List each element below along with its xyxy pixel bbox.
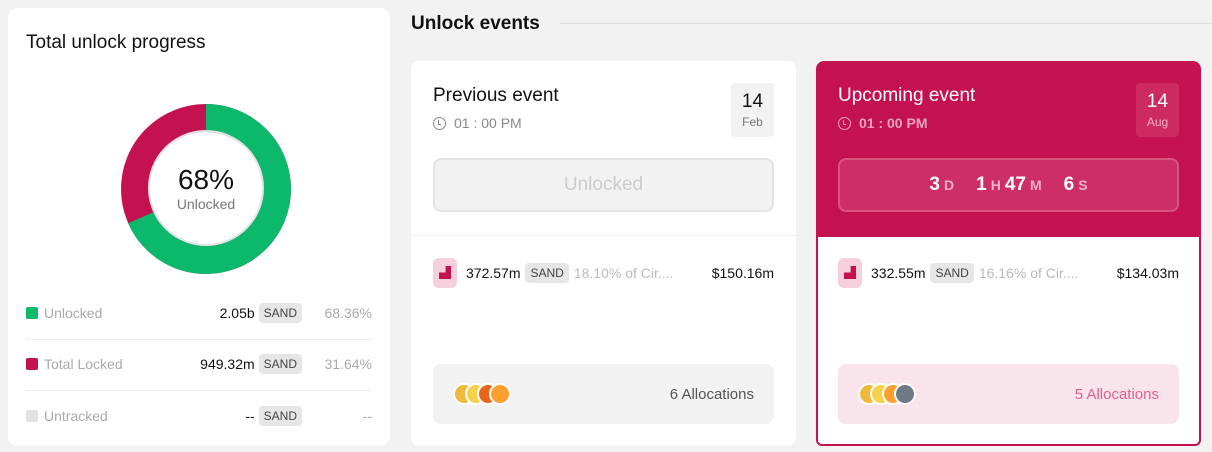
allocation-avatars bbox=[858, 383, 916, 405]
token-amount: 372.57m bbox=[466, 265, 521, 281]
token-badge: SAND bbox=[258, 303, 302, 323]
countdown-hours: 1 bbox=[976, 174, 987, 195]
divider bbox=[26, 390, 372, 391]
row-percent: 68.36% bbox=[324, 305, 372, 321]
allocation-avatar bbox=[489, 383, 511, 405]
token-badge: SAND bbox=[525, 263, 569, 283]
unlocked-arc bbox=[121, 104, 291, 274]
swatch-locked bbox=[26, 358, 38, 370]
legend-row-untracked: Untracked -- SAND -- bbox=[26, 391, 372, 441]
date-month: Feb bbox=[742, 115, 763, 129]
previous-event-header: Previous event 01 : 00 PM 14 Feb Unlocke… bbox=[411, 61, 796, 235]
divider bbox=[560, 23, 1212, 24]
section-title: Unlock events bbox=[411, 13, 540, 34]
sandbox-token-icon bbox=[838, 258, 862, 288]
swatch-untracked bbox=[26, 410, 38, 422]
event-date: 14 Aug bbox=[1136, 83, 1179, 137]
token-row: 332.55m SAND 16.16% of Cir.... $134.03m bbox=[838, 258, 1179, 288]
token-amount: 332.55m bbox=[871, 265, 926, 281]
circulating-percent: 16.16% of Cir.... bbox=[978, 265, 1079, 281]
unlocked-status-button[interactable]: Unlocked bbox=[433, 158, 774, 212]
allocation-avatar bbox=[894, 383, 916, 405]
upcoming-event-details: 332.55m SAND 16.16% of Cir.... $134.03m … bbox=[816, 237, 1201, 446]
row-label: Untracked bbox=[44, 408, 108, 424]
allocations-count: 6 Allocations bbox=[669, 385, 754, 403]
legend-row-locked: Total Locked 949.32m SAND 31.64% bbox=[26, 339, 372, 389]
sandbox-token-icon bbox=[433, 258, 457, 288]
row-percent: -- bbox=[362, 408, 372, 424]
clock-icon bbox=[838, 116, 851, 130]
countdown-seconds: 6 bbox=[1063, 174, 1075, 195]
date-day: 14 bbox=[1146, 91, 1169, 112]
token-badge: SAND bbox=[258, 354, 302, 374]
row-value: -- bbox=[245, 408, 255, 424]
date-day: 14 bbox=[741, 91, 764, 112]
donut-center: 68% Unlocked bbox=[148, 130, 264, 246]
event-time: 01 : 00 PM bbox=[454, 115, 522, 131]
event-title: Upcoming event bbox=[838, 85, 976, 106]
allocations-button[interactable]: 6 Allocations bbox=[433, 364, 774, 424]
allocations-button[interactable]: 5 Allocations bbox=[838, 364, 1179, 424]
unlock-progress-card: Total unlock progress 68% Unlocked Unloc… bbox=[8, 8, 390, 446]
row-label: Total Locked bbox=[44, 356, 123, 372]
circulating-percent: 18.10% of Cir.... bbox=[573, 265, 674, 281]
date-month: Aug bbox=[1146, 115, 1169, 129]
row-value: 2.05b bbox=[219, 305, 255, 321]
hours-unit: H bbox=[990, 177, 1001, 193]
token-badge: SAND bbox=[258, 406, 302, 426]
row-percent: 31.64% bbox=[324, 356, 372, 372]
row-label: Unlocked bbox=[44, 305, 103, 321]
countdown-days: 3 bbox=[929, 174, 940, 195]
usd-value: $150.16m bbox=[711, 265, 774, 281]
event-date: 14 Feb bbox=[731, 83, 774, 137]
allocation-avatars bbox=[453, 383, 511, 405]
card-title: Total unlock progress bbox=[26, 32, 206, 53]
minutes-unit: M bbox=[1029, 177, 1042, 193]
token-row: 372.57m SAND 18.10% of Cir.... $150.16m bbox=[433, 258, 774, 288]
divider bbox=[26, 339, 372, 340]
legend-row-unlocked: Unlocked 2.05b SAND 68.36% bbox=[26, 288, 372, 338]
previous-event-details: 372.57m SAND 18.10% of Cir.... $150.16m … bbox=[411, 236, 796, 446]
donut-chart bbox=[121, 104, 291, 274]
usd-value: $134.03m bbox=[1116, 265, 1179, 281]
swatch-unlocked bbox=[26, 307, 38, 319]
percent-value: 68% bbox=[177, 164, 235, 195]
days-unit: D bbox=[944, 177, 955, 193]
percent-label: Unlocked bbox=[176, 196, 236, 212]
token-badge: SAND bbox=[930, 263, 974, 283]
event-time: 01 : 00 PM bbox=[859, 115, 928, 131]
event-title: Previous event bbox=[433, 85, 559, 106]
clock-icon bbox=[433, 116, 446, 130]
seconds-unit: S bbox=[1078, 177, 1088, 193]
countdown-minutes: 47 bbox=[1004, 174, 1026, 195]
row-value: 949.32m bbox=[200, 356, 255, 372]
allocations-count: 5 Allocations bbox=[1074, 385, 1159, 403]
